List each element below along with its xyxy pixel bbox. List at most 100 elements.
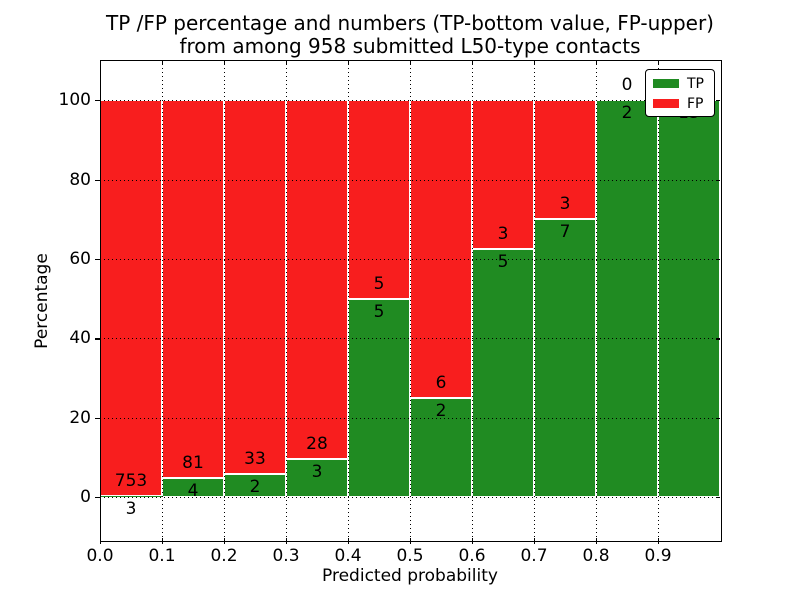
x-axis-title: Predicted probability	[322, 566, 498, 586]
tp-count-label: 4	[187, 481, 199, 502]
x-axis-tick	[658, 538, 660, 544]
fp-count-label: 33	[244, 449, 266, 470]
y-tick-label: 80	[69, 169, 91, 190]
bar-fp-segment	[410, 100, 472, 398]
y-tick-label: 20	[69, 407, 91, 428]
y-tick-label: 40	[69, 328, 91, 349]
y-axis-tick	[95, 100, 100, 102]
x-tick-label: 0.1	[148, 546, 176, 566]
x-tick-label: 0.7	[520, 546, 548, 566]
fp-count-label: 3	[559, 194, 571, 215]
y-tick-label: 60	[69, 248, 91, 269]
chart-title: TP /FP percentage and numbers (TP-bottom…	[100, 12, 720, 58]
x-axis-tick	[348, 538, 350, 544]
bar-tp-segment	[100, 495, 162, 498]
y-axis-tick	[716, 417, 720, 419]
tp-count-label: 5	[373, 301, 385, 322]
x-axis-tick	[224, 538, 226, 544]
x-tick-label: 0.6	[458, 546, 486, 566]
x-tick-label: 0.0	[86, 546, 114, 566]
legend-entry-fp: FP	[653, 96, 707, 111]
x-axis-tick	[348, 60, 350, 64]
y-axis-tick	[716, 338, 720, 340]
bar-tp-segment	[658, 100, 720, 498]
horizontal-gridline	[100, 100, 720, 102]
y-tick-label: 100	[58, 90, 91, 111]
bar-fp-segment	[224, 100, 286, 475]
x-tick-label: 0.2	[210, 546, 238, 566]
x-axis-tick	[286, 60, 288, 64]
vertical-gridline	[596, 60, 597, 540]
x-tick-label: 0.5	[396, 546, 424, 566]
y-axis-tick	[95, 497, 100, 499]
y-axis-title: Percentage	[32, 253, 52, 349]
y-axis-tick	[95, 258, 100, 261]
x-axis-tick	[410, 538, 412, 544]
vertical-gridline	[286, 60, 287, 540]
fp-count-label: 5	[373, 273, 385, 294]
bar-tp-segment	[534, 219, 596, 498]
bar-tp-segment	[410, 397, 472, 498]
tp-swatch-icon	[653, 79, 679, 88]
fp-count-label: 3	[497, 223, 509, 244]
x-tick-label: 0.8	[582, 546, 610, 566]
y-axis-tick	[716, 258, 720, 261]
bar-fp-segment	[100, 100, 162, 496]
x-axis-tick	[658, 60, 660, 64]
legend-entry-tp: TP	[653, 76, 707, 91]
fp-count-label: 81	[182, 453, 204, 474]
tp-count-label: 2	[621, 103, 633, 124]
tp-count-label: 3	[311, 461, 323, 482]
vertical-gridline	[224, 60, 225, 540]
bar-fp-segment	[348, 100, 410, 299]
x-tick-label: 0.3	[272, 546, 300, 566]
vertical-gridline	[162, 60, 163, 540]
x-axis-tick	[534, 538, 536, 544]
fp-count-label: 28	[306, 433, 328, 454]
x-axis-tick	[472, 60, 474, 64]
bar-tp-segment	[596, 100, 658, 498]
horizontal-gridline	[100, 179, 720, 181]
tp-count-label: 3	[125, 498, 137, 519]
fp-count-label: 0	[621, 75, 633, 96]
y-axis-tick	[95, 179, 100, 181]
x-axis-tick	[224, 60, 226, 64]
x-axis-tick	[100, 60, 102, 64]
fp-count-label: 6	[435, 372, 447, 393]
x-axis-tick	[472, 538, 474, 544]
horizontal-gridline	[100, 338, 720, 340]
horizontal-gridline	[100, 417, 720, 419]
fp-swatch-icon	[653, 99, 679, 108]
y-tick-label: 0	[80, 487, 91, 508]
bar-tp-segment	[348, 298, 410, 498]
x-axis-tick	[596, 60, 598, 64]
x-axis-tick	[162, 60, 164, 64]
vertical-gridline	[410, 60, 411, 540]
horizontal-gridline	[100, 258, 720, 260]
y-axis-tick	[95, 338, 100, 340]
x-axis-tick	[100, 538, 102, 544]
y-axis-tick	[716, 179, 720, 181]
tp-count-label: 5	[497, 251, 509, 272]
x-axis-tick	[596, 538, 598, 544]
bar-fp-segment	[162, 100, 224, 479]
legend-label: TP	[687, 75, 704, 92]
bar-tp-segment	[472, 248, 534, 498]
tp-count-label: 2	[435, 400, 447, 421]
x-tick-label: 0.4	[334, 546, 362, 566]
bar-tp-segment	[286, 458, 348, 498]
x-tick-label: 0.9	[644, 546, 672, 566]
vertical-gridline	[472, 60, 473, 540]
bar-fp-segment	[286, 100, 348, 459]
legend-label: FP	[687, 95, 704, 112]
y-axis-tick	[716, 100, 720, 102]
x-axis-tick	[286, 538, 288, 544]
chart-title-line2: from among 958 submitted L50-type contac…	[179, 34, 641, 58]
x-axis-tick	[534, 60, 536, 64]
x-axis-tick	[410, 60, 412, 64]
legend: TP FP	[645, 69, 715, 117]
vertical-gridline	[348, 60, 349, 540]
tp-count-label: 2	[249, 477, 261, 498]
